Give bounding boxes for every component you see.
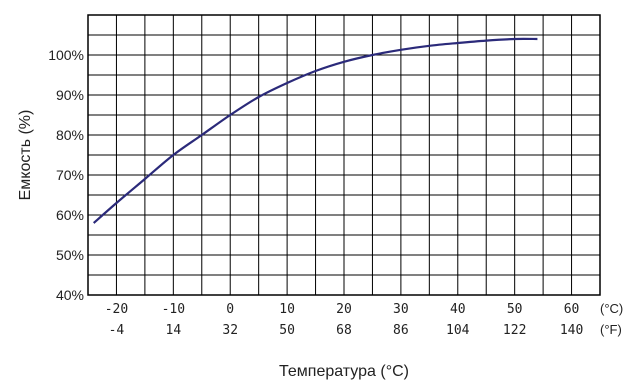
chart-grid [88, 15, 600, 295]
x-tick-label-celsius: -10 [162, 302, 185, 317]
plot-frame [87, 14, 601, 296]
y-tick-label: 100% [48, 47, 84, 63]
unit-fahrenheit-label: (°F) [600, 322, 622, 337]
y-tick-label: 80% [56, 127, 84, 143]
x-tick-label-fahrenheit: 68 [336, 323, 352, 338]
x-tick-label-fahrenheit: 32 [222, 323, 238, 338]
x-tick-label-celsius: 20 [336, 302, 352, 317]
x-tick-label-celsius: 50 [507, 302, 523, 317]
y-tick-label: 40% [56, 287, 84, 303]
x-tick-label-fahrenheit: 50 [279, 323, 295, 338]
x-tick-label-fahrenheit: -4 [109, 323, 125, 338]
x-tick-label-fahrenheit: 14 [166, 323, 182, 338]
x-tick-label-fahrenheit: 140 [560, 323, 583, 338]
y-tick-label: 70% [56, 167, 84, 183]
y-axis-label: Емкость (%) [17, 110, 34, 201]
x-tick-label-celsius: -20 [105, 302, 128, 317]
capacity-curve [92, 37, 538, 224]
x-tick-label-celsius: 0 [226, 302, 234, 317]
x-tick-label-celsius: 30 [393, 302, 409, 317]
x-axis-label: Температура (°C) [279, 363, 409, 380]
y-tick-label: 90% [56, 87, 84, 103]
x-tick-label-fahrenheit: 104 [446, 323, 470, 338]
x-tick-label-fahrenheit: 122 [503, 323, 526, 338]
y-axis-ticks: 40% 50% 60% 70% 80% 90% 100% [48, 47, 84, 303]
x-tick-label-fahrenheit: 86 [393, 323, 409, 338]
x-tick-label-celsius: 40 [450, 302, 466, 317]
y-tick-label: 50% [56, 247, 84, 263]
unit-celsius-label: (°C) [600, 301, 623, 316]
y-tick-label: 60% [56, 207, 84, 223]
x-tick-label-celsius: 60 [564, 302, 580, 317]
x-tick-label-celsius: 10 [279, 302, 295, 317]
